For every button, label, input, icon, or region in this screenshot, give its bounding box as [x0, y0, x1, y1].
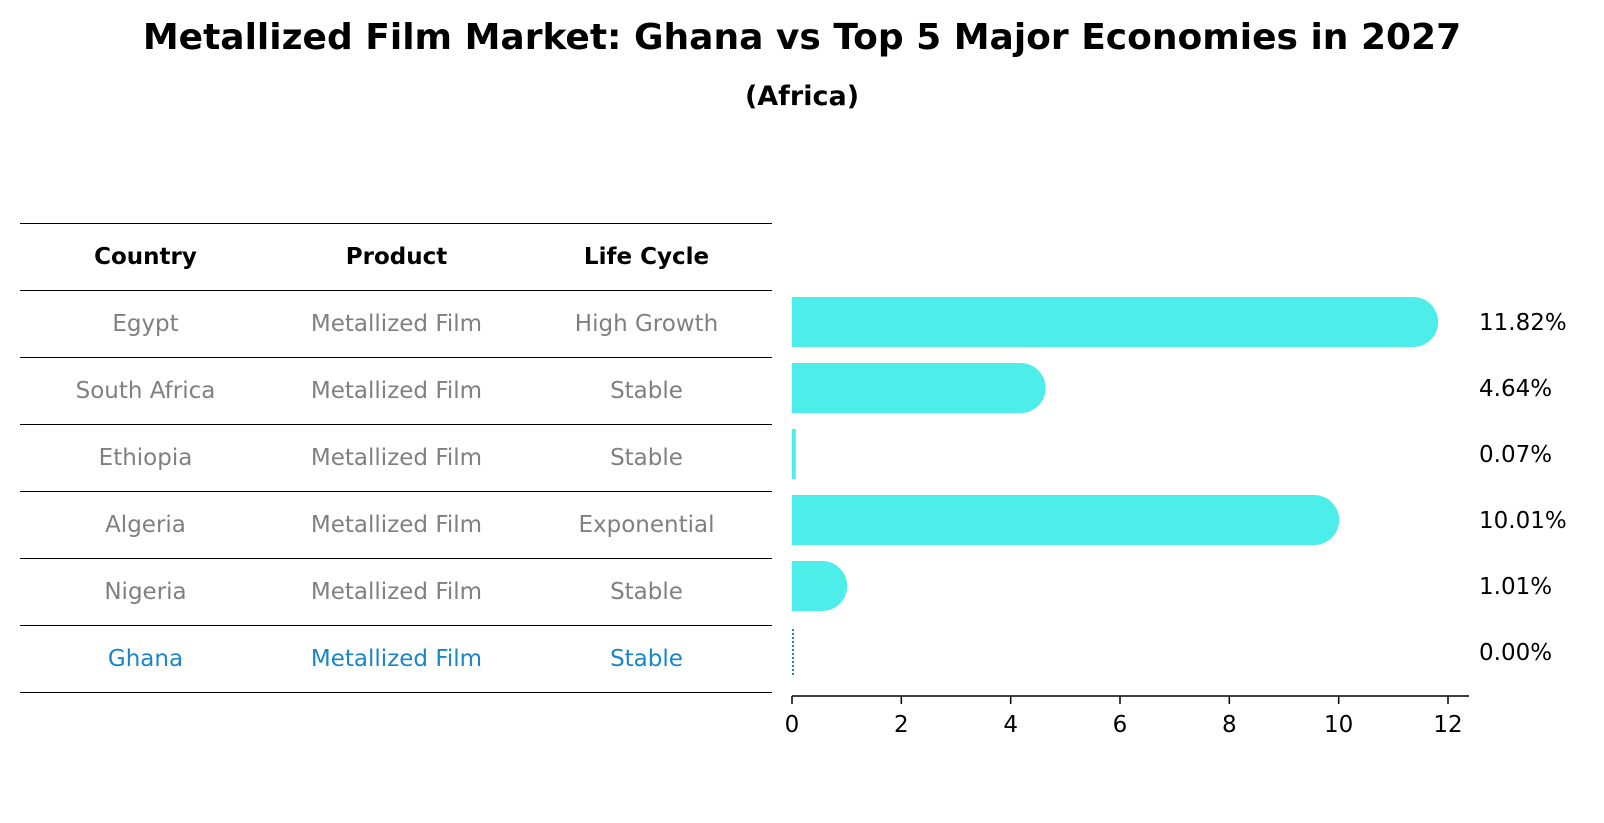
cell-product: Metallized Film	[310, 378, 483, 404]
cell-life-cycle: Stable	[610, 579, 683, 605]
cell-country: Nigeria	[104, 579, 187, 605]
header-country: Country	[94, 244, 197, 270]
cell-product: Metallized Film	[310, 646, 483, 672]
cell-life-cycle: Stable	[610, 445, 683, 471]
data-label: 10.01%	[1479, 508, 1567, 534]
bar	[792, 429, 796, 479]
header-life-cycle: Life Cycle	[583, 244, 710, 270]
table-row: Algeria Metallized Film Exponential	[20, 491, 772, 558]
cell-country: Ghana	[107, 646, 184, 672]
x-tick-label: 6	[1113, 712, 1128, 738]
x-tick-label: 12	[1433, 712, 1462, 738]
table-row: Egypt Metallized Film High Growth	[20, 290, 772, 357]
x-tick-label: 8	[1222, 712, 1237, 738]
cell-life-cycle: Stable	[610, 646, 683, 672]
table-row-highlight: Ghana Metallized Film Stable	[20, 625, 772, 693]
cell-product: Metallized Film	[310, 579, 483, 605]
bar	[792, 297, 1439, 347]
cell-country: South Africa	[75, 378, 216, 404]
bar	[792, 495, 1340, 545]
data-label: 0.00%	[1479, 640, 1552, 666]
bar	[792, 363, 1046, 413]
cell-product: Metallized Film	[310, 311, 483, 337]
cell-country: Egypt	[112, 311, 179, 337]
data-label: 11.82%	[1479, 310, 1567, 336]
x-tick-label: 2	[894, 712, 909, 738]
chart-title: Metallized Film Market: Ghana vs Top 5 M…	[142, 17, 1462, 58]
table-header-row: Country Product Life Cycle	[20, 223, 772, 290]
data-label: 1.01%	[1479, 574, 1552, 600]
cell-life-cycle: High Growth	[574, 311, 719, 337]
data-label: 4.64%	[1479, 376, 1552, 402]
x-tick-label: 0	[785, 712, 800, 738]
table-row: Nigeria Metallized Film Stable	[20, 558, 772, 625]
cell-product: Metallized Film	[310, 512, 483, 538]
cell-product: Metallized Film	[310, 445, 483, 471]
cell-country: Ethiopia	[98, 445, 193, 471]
bar	[792, 561, 848, 611]
cell-country: Algeria	[105, 512, 186, 538]
header-product: Product	[345, 244, 448, 270]
chart-subtitle: (Africa)	[744, 81, 860, 112]
data-table: Country Product Life Cycle Egypt Metalli…	[20, 223, 772, 693]
table-row: South Africa Metallized Film Stable	[20, 357, 772, 424]
cell-life-cycle: Exponential	[578, 512, 715, 538]
x-tick-label: 4	[1003, 712, 1018, 738]
cell-life-cycle: Stable	[610, 378, 683, 404]
x-tick-label: 10	[1324, 712, 1353, 738]
data-label: 0.07%	[1479, 442, 1552, 468]
table-row: Ethiopia Metallized Film Stable	[20, 424, 772, 491]
